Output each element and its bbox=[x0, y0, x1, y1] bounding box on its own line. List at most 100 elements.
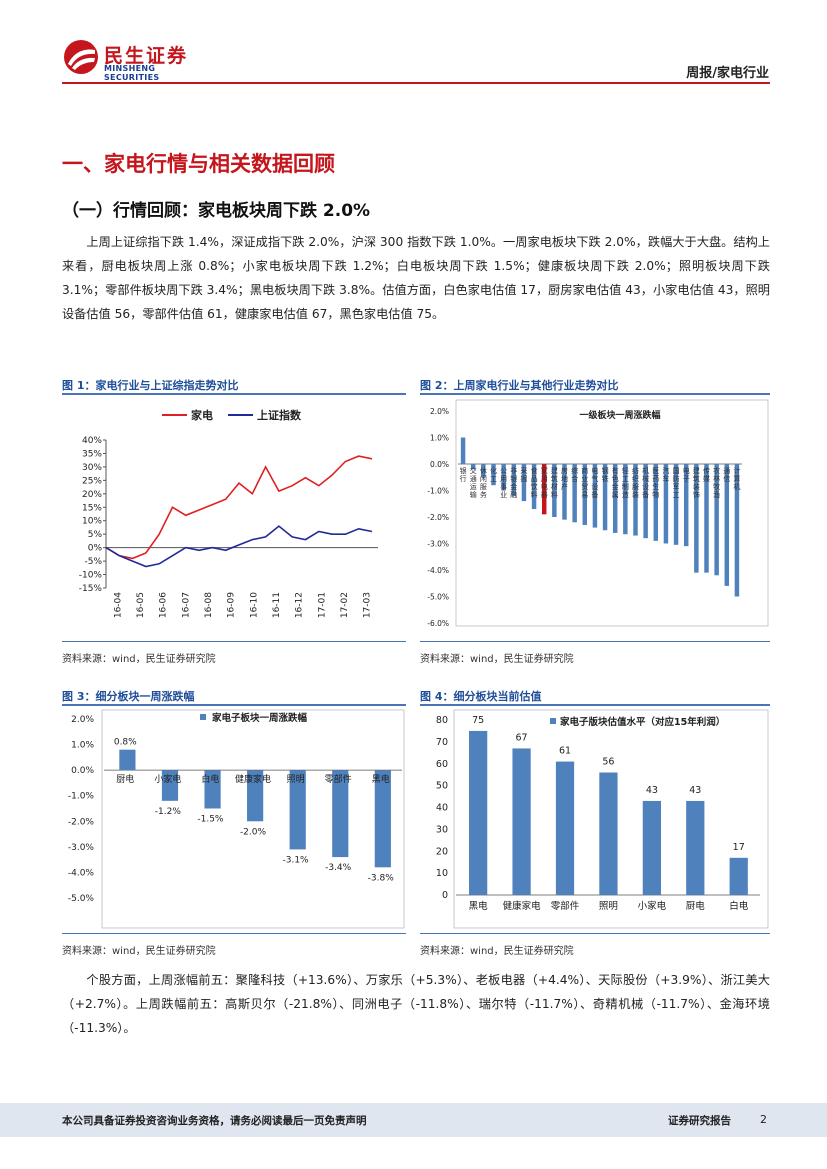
bar-16 bbox=[623, 464, 628, 535]
category-label: 国防军工 bbox=[673, 467, 680, 499]
bar-20 bbox=[663, 464, 669, 544]
category-label: 零部件 bbox=[551, 900, 580, 912]
category-label: 传媒 bbox=[703, 466, 710, 483]
plot-frame bbox=[455, 399, 769, 627]
bar-4 bbox=[289, 770, 306, 850]
y-tick-label: -1.0% bbox=[427, 487, 449, 496]
category-label: 电气设备 bbox=[591, 466, 598, 499]
figure1-bottom-rule bbox=[62, 641, 406, 642]
category-label: 小家电 bbox=[638, 900, 667, 912]
category-label: 白电 bbox=[201, 773, 219, 785]
y-tick-label: -4.0% bbox=[427, 566, 449, 575]
value-label: 56 bbox=[602, 757, 614, 768]
value-label: 43 bbox=[646, 785, 658, 796]
y-tick-label: 5% bbox=[88, 530, 103, 540]
bar-3 bbox=[247, 770, 264, 822]
figure3-title: 图 3：细分板块一周涨跌幅 bbox=[62, 690, 195, 703]
category-label: 黑电 bbox=[469, 900, 489, 912]
series-line-0 bbox=[105, 455, 373, 560]
category-label: 综合 bbox=[571, 466, 578, 483]
y-tick-label: 0 bbox=[442, 890, 448, 901]
y-tick-label: 35% bbox=[82, 449, 102, 459]
category-label: 汽车 bbox=[662, 466, 669, 483]
legend-label: 上证指数 bbox=[257, 408, 302, 422]
bar-5 bbox=[332, 770, 349, 858]
bar-13 bbox=[592, 464, 598, 528]
y-tick-label: 30% bbox=[82, 463, 102, 473]
category-label: 纺织服装 bbox=[632, 466, 639, 499]
bar-1 bbox=[161, 770, 179, 801]
bar-1 bbox=[512, 748, 531, 895]
x-tick-label: 16-06 bbox=[159, 592, 169, 618]
x-tick-label: 16-09 bbox=[227, 592, 237, 618]
y-tick-label: 70 bbox=[436, 737, 448, 748]
bar-6 bbox=[521, 464, 527, 502]
report-type: 证券研究报告 bbox=[668, 1115, 731, 1127]
category-label: 照明 bbox=[287, 774, 305, 785]
y-tick-label: 10 bbox=[436, 868, 448, 879]
y-tick-label: 40 bbox=[436, 803, 448, 814]
category-label: 计算机 bbox=[733, 466, 740, 491]
figure2-source: 资料来源：wind，民生证券研究院 bbox=[420, 654, 574, 665]
y-tick-label: -5% bbox=[84, 557, 102, 567]
y-tick-label: 80 bbox=[436, 715, 448, 726]
page-number: 2 bbox=[760, 1113, 767, 1126]
x-tick-label: 17-02 bbox=[340, 592, 350, 618]
section-title: 一、家电行情与相关数据回顾 bbox=[62, 152, 335, 176]
y-tick-label: 0.0% bbox=[71, 766, 94, 776]
figure2-bar-chart: 一级板块一周涨跌幅 2.0% 1.0% 0.0% -1.0% -2.0% -3.0% -4.0… bbox=[427, 399, 769, 628]
bar-9 bbox=[552, 464, 557, 517]
bar-19 bbox=[653, 464, 659, 541]
logo-mark-icon bbox=[64, 40, 98, 74]
y-tick-label: 30 bbox=[436, 824, 448, 835]
value-label: -2.0% bbox=[240, 827, 267, 837]
y-tick-label: 40% bbox=[82, 436, 102, 446]
category-label: 商业贸易 bbox=[581, 466, 588, 499]
subsection-title: （一）行情回顾：家电板块周下跌 2.0% bbox=[62, 201, 371, 221]
y-tick-label: 2.0% bbox=[430, 407, 449, 416]
x-tick-label: 16-12 bbox=[295, 592, 305, 618]
figure3-bar-chart: 家电子板块一周涨跌幅 2.0% 1.0% 0.0% -1.0% -2.0% -3.0% -4.… bbox=[68, 709, 405, 929]
category-label: 健康家电 bbox=[503, 900, 542, 912]
category-label: 厨电 bbox=[116, 773, 134, 785]
legend-label: 家电子板块一周涨跌幅 bbox=[212, 712, 308, 724]
category-label: 化工 bbox=[490, 466, 497, 483]
figure2-bottom-rule bbox=[420, 641, 770, 642]
bar-18 bbox=[643, 464, 648, 539]
bar-10 bbox=[562, 464, 567, 520]
category-label: 家用电器 bbox=[541, 466, 548, 499]
bar-12 bbox=[582, 464, 588, 525]
bar-1 bbox=[470, 464, 476, 470]
bar-2 bbox=[555, 761, 575, 895]
bar-5 bbox=[686, 800, 705, 895]
category-label: 休闲服务 bbox=[480, 466, 487, 499]
plot-frame bbox=[101, 709, 405, 929]
category-label: 电子 bbox=[683, 466, 690, 483]
bar-4 bbox=[501, 464, 506, 491]
category-label: 通信 bbox=[723, 466, 730, 483]
bar-3 bbox=[491, 464, 496, 486]
x-tick-label: 16-04 bbox=[113, 592, 123, 618]
x-tick-label: 16-08 bbox=[204, 592, 214, 618]
header-divider bbox=[62, 82, 770, 84]
y-tick-label: -1.0% bbox=[68, 792, 95, 802]
bar-5 bbox=[511, 464, 517, 496]
category-label: 厨电 bbox=[686, 900, 706, 912]
category-label: 有色金属 bbox=[612, 466, 619, 499]
y-tick-label: 1.0% bbox=[430, 434, 449, 443]
bar-2 bbox=[204, 770, 221, 809]
legend-swatch bbox=[200, 714, 206, 720]
x-tick-label: 16-05 bbox=[136, 592, 146, 618]
page-footer: 本公司具备证券投资咨询业务资格，请务必阅读最后一页免责声明 证券研究报告 2 bbox=[0, 1103, 827, 1137]
y-tick-label: -3.0% bbox=[427, 540, 449, 549]
y-tick-label: -3.0% bbox=[68, 843, 95, 853]
figure4-source: 资料来源：wind，民生证券研究院 bbox=[420, 946, 574, 957]
category-label: 医药生物 bbox=[652, 467, 659, 499]
y-tick-label: -5.0% bbox=[68, 894, 95, 904]
bar-3 bbox=[599, 772, 618, 895]
category-label: 建筑材料 bbox=[551, 466, 558, 499]
bar-0 bbox=[119, 749, 136, 771]
value-label: -1.2% bbox=[155, 807, 182, 817]
value-label: 17 bbox=[733, 842, 745, 853]
category-label: 轻工制造 bbox=[622, 466, 629, 499]
